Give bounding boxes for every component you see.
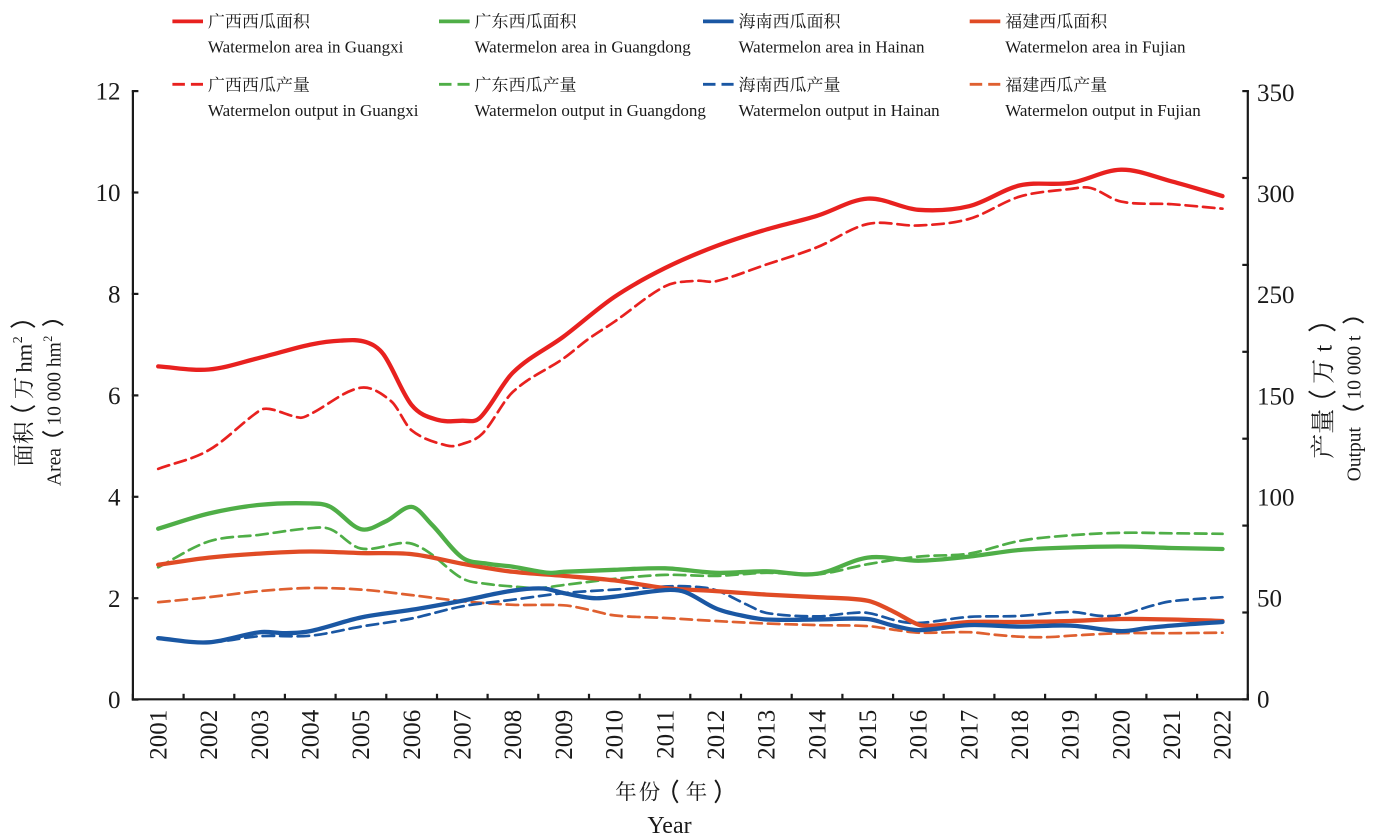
svg-text:2006: 2006 xyxy=(399,710,426,760)
svg-text:Watermelon output in Fujian: Watermelon output in Fujian xyxy=(1005,101,1201,120)
svg-text:Watermelon output in Guangdong: Watermelon output in Guangdong xyxy=(475,101,707,120)
svg-text:2019: 2019 xyxy=(1058,710,1085,760)
svg-text:t: t xyxy=(1311,345,1338,352)
svg-text:150: 150 xyxy=(1257,383,1295,410)
svg-text:4: 4 xyxy=(108,484,121,511)
svg-text:250: 250 xyxy=(1257,282,1295,309)
svg-text:2020: 2020 xyxy=(1108,710,1135,760)
svg-text:2012: 2012 xyxy=(703,710,730,760)
svg-text:Area: Area xyxy=(44,448,65,486)
svg-text:2: 2 xyxy=(108,586,121,613)
svg-text:2015: 2015 xyxy=(855,710,882,760)
svg-text:Output: Output xyxy=(1345,426,1366,481)
svg-text:10 000 t: 10 000 t xyxy=(1345,335,1366,400)
svg-text:2016: 2016 xyxy=(906,710,933,760)
svg-text:2001: 2001 xyxy=(146,710,173,760)
svg-text:2017: 2017 xyxy=(956,710,983,760)
svg-text:6: 6 xyxy=(108,383,121,410)
svg-text:Watermelon output in Guangxi: Watermelon output in Guangxi xyxy=(208,101,419,120)
svg-text:2007: 2007 xyxy=(450,710,477,760)
svg-text:2002: 2002 xyxy=(196,710,223,760)
svg-text:2003: 2003 xyxy=(247,710,274,760)
svg-text:2005: 2005 xyxy=(348,710,375,760)
svg-text:2021: 2021 xyxy=(1159,710,1186,760)
svg-text:10 000 hm: 10 000 hm xyxy=(44,342,65,425)
svg-text:2022: 2022 xyxy=(1210,710,1237,760)
svg-text:Watermelon area in Hainan: Watermelon area in Hainan xyxy=(739,38,926,57)
svg-text:2018: 2018 xyxy=(1007,710,1034,760)
svg-text:Watermelon area in Guangxi: Watermelon area in Guangxi xyxy=(208,38,404,57)
svg-text:50: 50 xyxy=(1257,586,1282,613)
svg-text:2: 2 xyxy=(41,336,55,342)
svg-text:12: 12 xyxy=(96,79,121,106)
svg-text:2: 2 xyxy=(11,336,26,343)
svg-text:2010: 2010 xyxy=(602,710,629,760)
svg-text:8: 8 xyxy=(108,282,121,309)
svg-text:2004: 2004 xyxy=(298,709,325,760)
svg-text:2013: 2013 xyxy=(754,710,781,760)
svg-text:Year: Year xyxy=(647,813,691,834)
svg-text:10: 10 xyxy=(96,180,121,207)
svg-text:0: 0 xyxy=(1257,687,1270,714)
svg-text:Watermelon area in Fujian: Watermelon area in Fujian xyxy=(1005,38,1186,57)
svg-text:2014: 2014 xyxy=(804,709,831,760)
svg-text:0: 0 xyxy=(108,687,121,714)
svg-text:Watermelon output in Hainan: Watermelon output in Hainan xyxy=(739,101,941,120)
svg-text:Watermelon area in Guangdong: Watermelon area in Guangdong xyxy=(475,38,692,57)
svg-text:350: 350 xyxy=(1257,80,1295,107)
svg-text:300: 300 xyxy=(1257,181,1295,208)
svg-text:2009: 2009 xyxy=(551,710,578,760)
svg-text:2011: 2011 xyxy=(652,710,679,759)
svg-text:hm: hm xyxy=(12,343,37,372)
svg-text:2008: 2008 xyxy=(500,710,527,760)
svg-text:100: 100 xyxy=(1257,484,1295,511)
